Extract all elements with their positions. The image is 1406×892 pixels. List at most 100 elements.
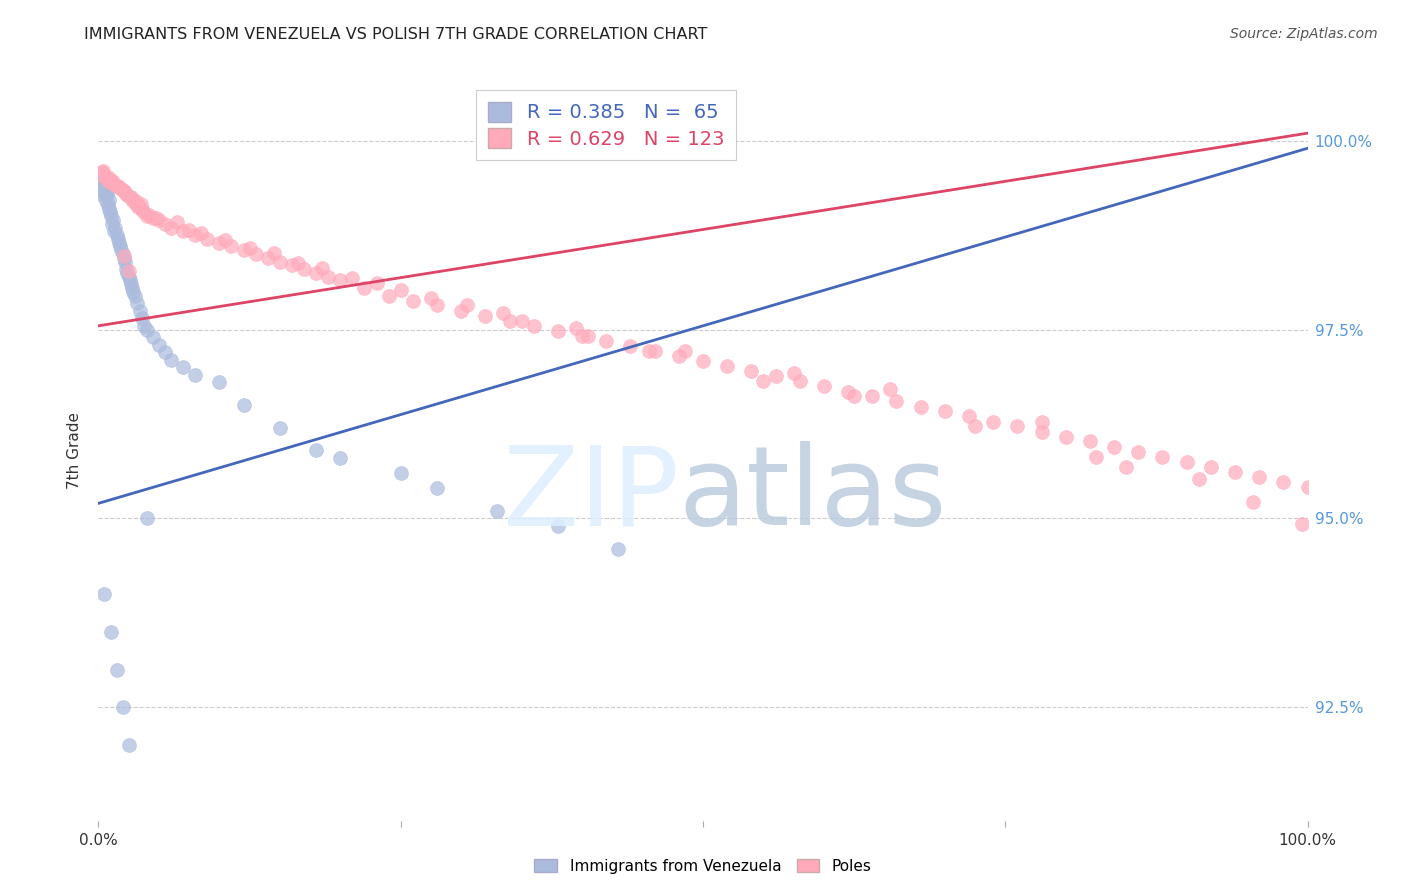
- Point: [127, 200, 149, 214]
- Point: [668, 349, 690, 363]
- Point: [1031, 425, 1053, 439]
- Point: [1296, 480, 1319, 494]
- Point: [142, 211, 165, 225]
- Point: [103, 224, 125, 238]
- Point: [329, 273, 352, 287]
- Point: [269, 254, 291, 268]
- Point: [93, 178, 115, 192]
- Point: [426, 481, 449, 495]
- Point: [115, 262, 138, 277]
- Point: [135, 209, 157, 223]
- Point: [208, 376, 231, 390]
- Point: [128, 200, 150, 214]
- Point: [256, 251, 278, 265]
- Point: [510, 313, 533, 327]
- Point: [127, 198, 149, 212]
- Point: [104, 178, 127, 192]
- Point: [450, 303, 472, 318]
- Point: [389, 283, 412, 297]
- Point: [353, 281, 375, 295]
- Point: [100, 173, 122, 187]
- Point: [135, 322, 157, 336]
- Point: [100, 209, 122, 223]
- Point: [426, 298, 449, 312]
- Point: [305, 266, 328, 280]
- Point: [1115, 460, 1137, 475]
- Point: [172, 224, 194, 238]
- Point: [486, 504, 509, 518]
- Point: [474, 309, 496, 323]
- Point: [115, 186, 138, 201]
- Point: [94, 186, 117, 201]
- Point: [111, 183, 134, 197]
- Point: [179, 223, 201, 237]
- Point: [110, 244, 132, 258]
- Point: [98, 205, 121, 219]
- Point: [97, 193, 120, 207]
- Point: [879, 382, 901, 396]
- Point: [105, 228, 128, 243]
- Point: [965, 419, 987, 434]
- Point: [107, 179, 129, 194]
- Point: [981, 415, 1004, 429]
- Point: [125, 194, 148, 209]
- Point: [111, 700, 134, 714]
- Point: [456, 298, 478, 312]
- Point: [844, 389, 866, 403]
- Point: [108, 235, 131, 250]
- Point: [420, 291, 443, 305]
- Point: [93, 169, 115, 183]
- Point: [547, 324, 569, 338]
- Point: [184, 228, 207, 243]
- Point: [122, 285, 145, 299]
- Point: [837, 384, 859, 399]
- Point: [96, 194, 118, 209]
- Point: [91, 175, 114, 189]
- Point: [101, 175, 124, 189]
- Point: [740, 364, 762, 378]
- Point: [114, 185, 136, 199]
- Point: [128, 303, 150, 318]
- Point: [1078, 434, 1101, 449]
- Point: [94, 171, 117, 186]
- Point: [114, 254, 136, 268]
- Point: [619, 339, 641, 353]
- Point: [692, 354, 714, 368]
- Point: [166, 215, 188, 229]
- Point: [377, 288, 399, 302]
- Point: [153, 345, 176, 359]
- Point: [118, 738, 141, 752]
- Point: [957, 409, 980, 424]
- Point: [160, 220, 183, 235]
- Point: [100, 217, 122, 231]
- Text: Source: ZipAtlas.com: Source: ZipAtlas.com: [1230, 27, 1378, 41]
- Point: [607, 541, 630, 556]
- Point: [1223, 465, 1246, 479]
- Point: [366, 276, 388, 290]
- Point: [100, 176, 122, 190]
- Point: [121, 193, 143, 207]
- Point: [1249, 470, 1271, 484]
- Point: [100, 624, 122, 639]
- Point: [90, 179, 112, 194]
- Point: [644, 343, 666, 358]
- Point: [98, 174, 121, 188]
- Point: [124, 288, 146, 302]
- Point: [1241, 495, 1264, 509]
- Point: [245, 247, 267, 261]
- Point: [789, 374, 811, 388]
- Point: [134, 205, 156, 219]
- Point: [571, 328, 593, 343]
- Point: [263, 245, 285, 260]
- Point: [765, 369, 787, 384]
- Point: [112, 251, 135, 265]
- Point: [117, 188, 139, 202]
- Point: [329, 450, 352, 465]
- Point: [673, 343, 696, 358]
- Point: [239, 241, 262, 255]
- Point: [1007, 419, 1029, 434]
- Point: [91, 164, 114, 178]
- Point: [93, 587, 115, 601]
- Point: [111, 247, 134, 261]
- Point: [135, 511, 157, 525]
